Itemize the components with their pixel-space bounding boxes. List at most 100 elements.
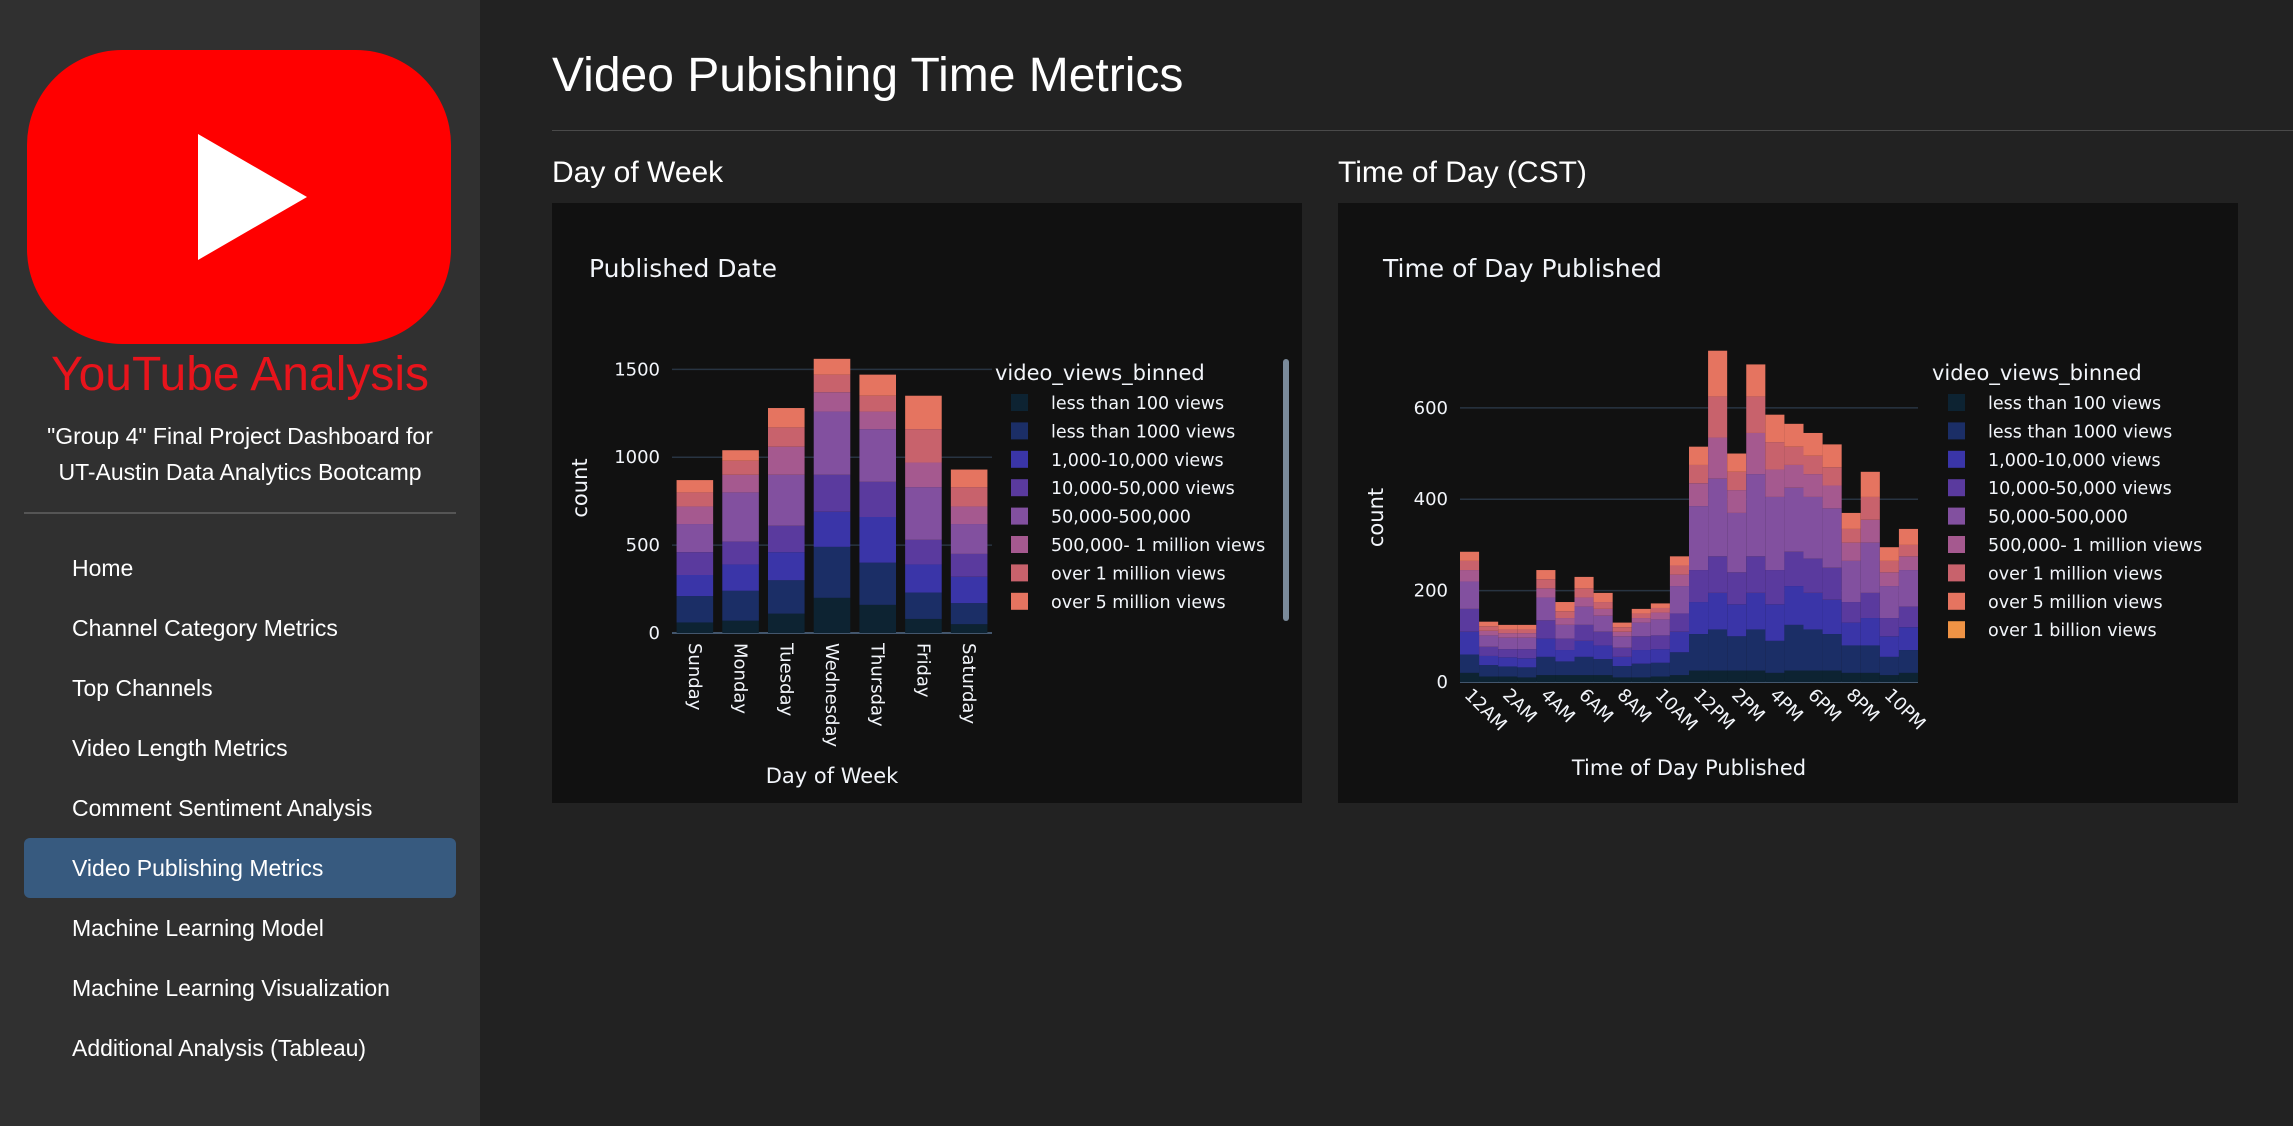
nav-item-home[interactable]: Home (72, 555, 134, 581)
bar-segment (1765, 414, 1785, 443)
page-title: Video Pubishing Time Metrics (552, 49, 1184, 102)
chart-time-of-day[interactable]: Time of Day Published020040060012AM2AM4A… (1338, 203, 2238, 803)
bar-segment (1860, 471, 1880, 497)
legend-entry: 500,000- 1 million views (1051, 536, 1265, 556)
bar-segment (1517, 624, 1537, 630)
legend-swatch (1011, 422, 1028, 440)
bar-segment (676, 524, 714, 553)
bar-segment (1727, 490, 1747, 513)
chart-panel-day-of-week[interactable]: Published Date 0 500 1000 1500 Sunday Monday Tu… (552, 203, 1302, 803)
bar-segment (1479, 655, 1499, 666)
bar-segment (905, 592, 942, 619)
bar-segment (1460, 631, 1480, 655)
legend-entry: less than 100 views (1988, 394, 2161, 414)
chart-day-of-week[interactable]: Published Date 0 500 1000 1500 Sunday Monday Tu… (552, 203, 1302, 803)
nav-item-machine-learning-visualization[interactable]: Machine Learning Visualization (72, 975, 390, 1001)
bar-segment (1822, 634, 1842, 671)
bar-segment (1669, 652, 1689, 676)
bar-segment (1669, 675, 1689, 682)
nav-item-video-publishing-metrics[interactable]: Video Publishing Metrics (24, 838, 456, 898)
nav-item-additional-analysis[interactable]: Additional Analysis (Tableau) (72, 1035, 367, 1061)
bar-segment (1822, 467, 1842, 486)
legend-scrollbar (1283, 359, 1289, 621)
chart-panel-time-of-day[interactable]: Time of Day Published 0 200 400 600 12AM 2AM 4A… (1338, 203, 2238, 803)
x-tick-label: 10PM (1880, 685, 1930, 735)
bar-segment (1803, 474, 1823, 497)
nav-item-video-length-metrics[interactable]: Video Length Metrics (72, 735, 288, 761)
bar-segment (1784, 551, 1804, 587)
bar-segment (1555, 618, 1575, 625)
bar-segment (1650, 649, 1670, 663)
bar-segment (1631, 677, 1651, 682)
nav-item-top-channels[interactable]: Top Channels (72, 675, 213, 701)
bar-segment (813, 474, 851, 512)
bar-segment (950, 506, 988, 525)
bar-segment (1689, 602, 1709, 635)
sidebar: YouTube Analysis "Group 4" Final Project… (0, 0, 480, 1126)
bar-segment (768, 446, 805, 475)
legend-swatch (1948, 592, 1965, 610)
bar-segment (1612, 647, 1632, 657)
bar-segment (1555, 602, 1575, 612)
bar-segment (1479, 676, 1499, 682)
bar-segment (1650, 619, 1670, 636)
bar-segment (1555, 661, 1575, 676)
bar-segment (768, 580, 805, 614)
bar-segment (1650, 607, 1670, 613)
bar-segment (1860, 645, 1880, 673)
bar-segment (813, 392, 851, 412)
subtitle-line-2: UT-Austin Data Analytics Bootcamp (58, 459, 422, 485)
bar-segment (1669, 631, 1689, 653)
legend-swatch (1948, 450, 1965, 468)
bar-segment (1841, 645, 1861, 673)
bar-segment (1517, 677, 1537, 682)
nav-item-comment-sentiment-analysis[interactable]: Comment Sentiment Analysis (72, 795, 373, 821)
bar-segment (1460, 608, 1480, 632)
legend-swatch (1948, 564, 1965, 582)
bar-segment (1765, 604, 1785, 641)
bar-segment (1879, 547, 1899, 561)
bar-segment (1574, 588, 1594, 598)
bar-segment (1746, 396, 1766, 433)
section-heading-day-of-week: Day of Week (552, 156, 724, 189)
bar-segment (950, 553, 988, 577)
bar-segment (905, 618, 942, 633)
bar-segment (1860, 592, 1880, 619)
bar-segment (1765, 570, 1785, 605)
bar-segment (676, 480, 714, 493)
bar-segment (950, 524, 988, 554)
bar-segment (905, 395, 942, 430)
bar-segment (722, 564, 759, 591)
x-tick-label: 12AM (1460, 685, 1511, 736)
bar-segment (1650, 635, 1670, 650)
bar-segment (1536, 570, 1556, 580)
bar-segment (905, 487, 942, 540)
y-tick-label: 1500 (614, 359, 660, 380)
bar-segment (813, 411, 851, 475)
bar-segment (1460, 581, 1480, 609)
bar-segment (1746, 364, 1766, 397)
bar-segment (1784, 423, 1804, 447)
bar-segment (1612, 677, 1632, 682)
bar-segment (1574, 624, 1594, 641)
nav-item-machine-learning-model[interactable]: Machine Learning Model (72, 915, 324, 941)
bar-segment (1879, 586, 1899, 619)
bar-segment (676, 552, 714, 575)
legend-entry: 50,000-500,000 (1051, 508, 1191, 528)
legend-swatch (1948, 621, 1965, 639)
bar-segment (1898, 556, 1918, 571)
bar-segment (1803, 592, 1823, 630)
bar-segment (1822, 599, 1842, 635)
y-tick-label: 600 (1414, 398, 1448, 419)
y-tick-label: 0 (1437, 672, 1448, 693)
nav-item-channel-category-metrics[interactable]: Channel Category Metrics (72, 615, 338, 641)
bar-segment (1669, 565, 1689, 575)
bar-segment (1879, 675, 1899, 682)
x-tick-label: 6PM (1804, 685, 1846, 727)
bar-segment (1708, 396, 1728, 438)
bar-segment (1593, 602, 1613, 609)
bar-segment (1517, 649, 1537, 659)
bar-segment (905, 564, 942, 593)
bar-segment (1498, 666, 1518, 677)
bar-segment (722, 541, 759, 565)
